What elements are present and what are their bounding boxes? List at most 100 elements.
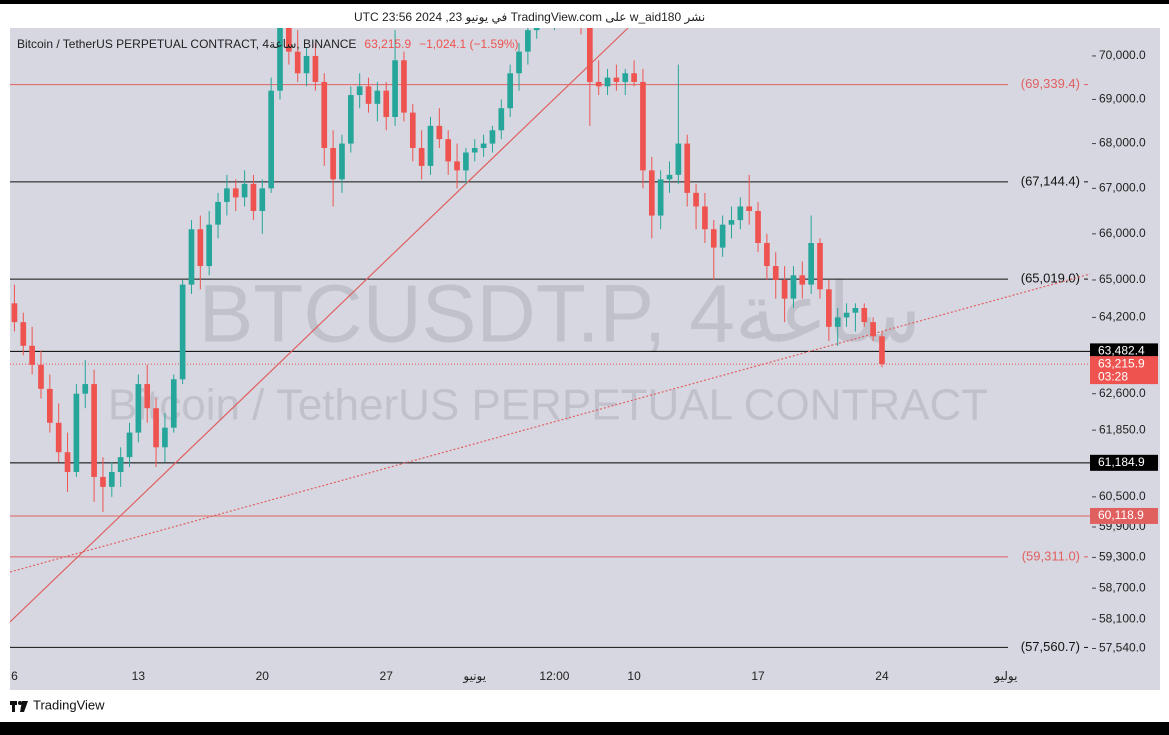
y-tick-label: 68,000.0 (1099, 136, 1146, 150)
footer-brand: TradingView (33, 697, 105, 712)
candle-body (826, 289, 832, 327)
candle-body (383, 90, 390, 118)
candle-body (232, 188, 239, 198)
candle-body (454, 161, 460, 171)
x-tick-label: 13 (132, 669, 146, 683)
candle-body (843, 312, 850, 318)
y-tick-label: 65,000.0 (1099, 272, 1146, 286)
candle-body (312, 55, 319, 82)
logo-shape (12, 701, 15, 712)
price-tag-label: 63,482.4 (1098, 344, 1145, 358)
logo-shape (20, 701, 28, 712)
candle-body (29, 345, 35, 365)
candle-body (852, 308, 859, 313)
y-tick-label: 60,500.0 (1099, 489, 1146, 503)
x-tick-label: يونيو (462, 669, 486, 684)
candle-body (268, 90, 274, 189)
y-tick-label: 61,850.0 (1099, 422, 1146, 436)
x-tick-label: 24 (875, 669, 889, 683)
candle-body (259, 188, 266, 212)
x-tick-label: 17 (751, 669, 765, 683)
candle-body (587, 28, 593, 82)
price-tag-box (1090, 454, 1158, 471)
last-price-countdown: 03:28 (1098, 369, 1128, 383)
y-tick-label: 64,200.0 (1099, 310, 1146, 324)
trendline-dotted (10, 273, 1090, 573)
x-tick-label: 10 (627, 669, 641, 683)
candle-body (746, 206, 753, 212)
candle-body (303, 55, 310, 74)
candle-body (657, 179, 664, 216)
candle-body (215, 201, 221, 225)
price-tag-box (1090, 507, 1158, 524)
candle-body (409, 112, 416, 149)
candle-body (737, 206, 744, 221)
candle-body (241, 183, 248, 198)
candle-body (339, 143, 345, 180)
level-label: (69,339.4) (1021, 76, 1080, 91)
candle-body (507, 73, 513, 109)
candle-body (224, 188, 230, 202)
candle-body (533, 28, 540, 31)
candles (11, 28, 885, 512)
top-border (0, 0, 1169, 4)
candle-body (772, 266, 779, 280)
candle-body (861, 308, 868, 323)
candle-body (613, 77, 620, 82)
candle-body (330, 148, 336, 180)
post-header: نشر w_aid180 على TradingView.com في يوني… (354, 10, 705, 25)
candle-body (808, 242, 814, 285)
candle-body (179, 284, 186, 380)
candle-body (879, 336, 885, 365)
candle-body (108, 471, 115, 487)
candle-body (728, 220, 735, 225)
candle-body (188, 229, 195, 285)
candle-body (356, 86, 363, 96)
candle-body (427, 125, 434, 166)
candle-body (675, 143, 682, 175)
candle-body (20, 322, 27, 346)
candle-body (365, 86, 372, 104)
candle-body (489, 130, 496, 144)
x-tick-label: 6 (11, 669, 18, 683)
candle-body (374, 90, 381, 104)
candle-body (170, 379, 177, 428)
candle-body (764, 242, 770, 267)
candle-body (471, 148, 478, 153)
last-price-box (1090, 356, 1158, 385)
candle-body (286, 28, 292, 52)
candle-body (799, 275, 806, 285)
candle-body (719, 224, 726, 248)
legend: Bitcoin / TetherUS PERPETUAL CONTRACT, 4… (17, 37, 519, 51)
candle-body (206, 224, 213, 267)
candle-body (197, 229, 204, 267)
x-tick-label: 27 (380, 669, 394, 683)
level-label: (57,560.7) (1021, 639, 1080, 654)
candle-body (781, 279, 788, 299)
candle-body (294, 51, 301, 74)
candle-body (834, 317, 841, 327)
x-tick-label: يوليو (993, 669, 1017, 684)
candle-body (11, 303, 18, 323)
candle-body (126, 432, 133, 458)
candle-body (250, 183, 257, 212)
candle-body (55, 422, 62, 453)
legend-title: Bitcoin / TetherUS PERPETUAL CONTRACT, 4… (17, 37, 356, 51)
y-tick-label: 70,000.0 (1099, 48, 1146, 62)
footer-logo: TradingView (10, 697, 105, 712)
candle-body (870, 322, 876, 337)
candle-body (392, 60, 398, 118)
y-tick-label: 58,700.0 (1099, 580, 1146, 594)
candle-body (516, 51, 522, 74)
candle-body (100, 476, 106, 487)
watermark-description: Bitcoin / TetherUS PERPETUAL CONTRACT (108, 381, 988, 430)
candle-body (622, 73, 629, 82)
candle-body (702, 206, 708, 230)
watermark: BTCUSDT.P, 4ساعة Bitcoin / TetherUS PERP… (108, 269, 988, 430)
last-price-label: 63,215.9 (1098, 356, 1145, 370)
candle-body (666, 174, 673, 180)
candle-body (38, 364, 44, 389)
candle-body (684, 143, 691, 193)
